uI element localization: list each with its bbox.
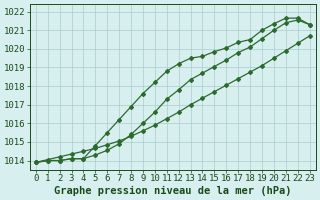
X-axis label: Graphe pression niveau de la mer (hPa): Graphe pression niveau de la mer (hPa) [54,186,292,196]
